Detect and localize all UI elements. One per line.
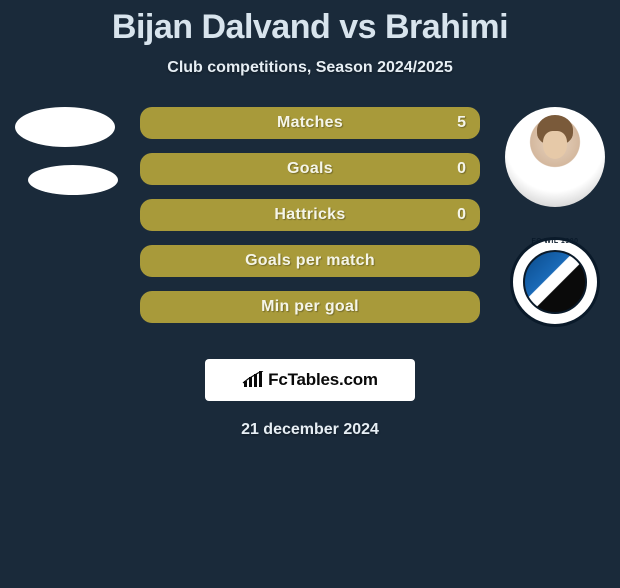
bar-chart-icon (242, 371, 264, 389)
stat-label: Goals (154, 160, 466, 178)
stat-bar-goals-per-match: Goals per match (140, 245, 480, 277)
stat-value: 0 (457, 160, 466, 178)
stat-bar-matches: Matches 5 (140, 107, 480, 139)
stat-label: Matches (154, 114, 466, 132)
club-badge-icon (523, 250, 587, 314)
club-badge: FC WIL 1900 (510, 237, 600, 327)
date-label: 21 december 2024 (0, 421, 620, 439)
player-photo (505, 107, 605, 207)
right-player-column: FC WIL 1900 (500, 107, 610, 327)
stat-bar-hattricks: Hattricks 0 (140, 199, 480, 231)
comparison-content: Matches 5 Goals 0 Hattricks 0 Goals per … (0, 107, 620, 347)
player-silhouette-icon (28, 165, 118, 195)
stat-bar-min-per-goal: Min per goal (140, 291, 480, 323)
stat-label: Min per goal (154, 298, 466, 316)
stat-bars: Matches 5 Goals 0 Hattricks 0 Goals per … (140, 107, 480, 337)
page-subtitle: Club competitions, Season 2024/2025 (0, 59, 620, 77)
brand-box[interactable]: FcTables.com (205, 359, 415, 401)
club-badge-label: FC WIL 1900 (513, 238, 597, 245)
stat-label: Hattricks (154, 206, 466, 224)
left-player-column (10, 107, 120, 213)
stat-label: Goals per match (154, 252, 466, 270)
player-silhouette-icon (15, 107, 115, 147)
brand-text: FcTables.com (268, 370, 378, 390)
stat-value: 5 (457, 114, 466, 132)
stat-value: 0 (457, 206, 466, 224)
stat-bar-goals: Goals 0 (140, 153, 480, 185)
page-title: Bijan Dalvand vs Brahimi (0, 8, 620, 47)
